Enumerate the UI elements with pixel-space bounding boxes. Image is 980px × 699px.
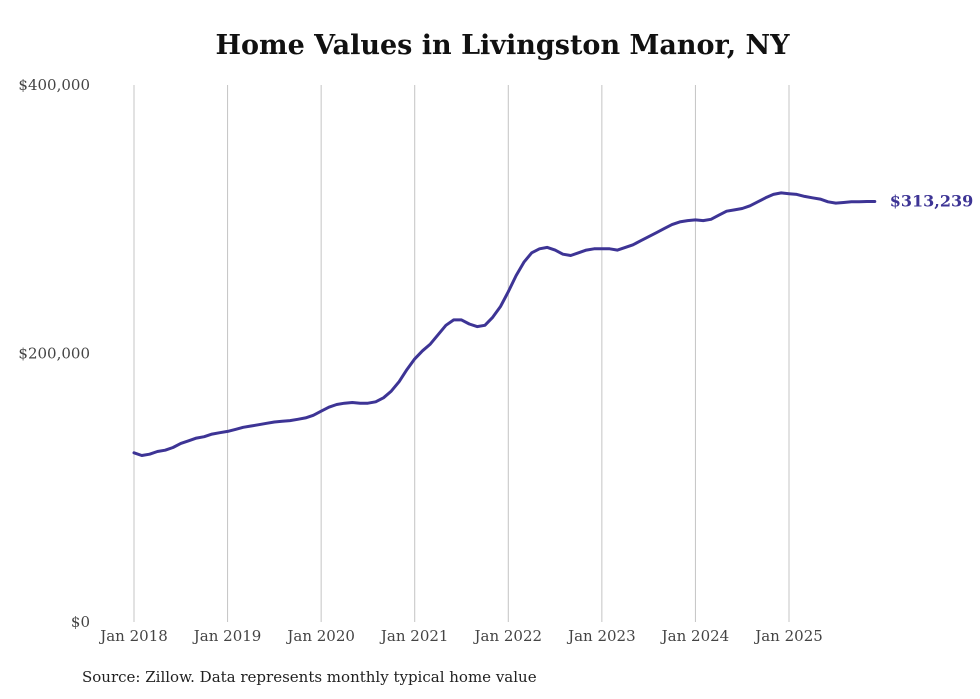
end-value-label: $313,239: [890, 191, 974, 210]
chart-title: Home Values in Livingston Manor, NY: [215, 30, 790, 61]
series-line: [132, 191, 877, 457]
y-tick-label: $0: [71, 613, 90, 631]
y-tick-label: $400,000: [18, 76, 90, 94]
x-tick-label: Jan 2023: [566, 627, 636, 645]
x-tick-label: Jan 2021: [379, 627, 449, 645]
x-tick-label: Jan 2022: [473, 627, 543, 645]
x-tick-label: Jan 2020: [285, 627, 355, 645]
source-note: Source: Zillow. Data represents monthly …: [82, 668, 537, 686]
x-tick-label: Jan 2018: [98, 627, 168, 645]
x-tick-label: Jan 2019: [192, 627, 262, 645]
y-tick-label: $200,000: [18, 345, 90, 363]
x-tick-label: Jan 2024: [660, 627, 730, 645]
x-tick-label: Jan 2025: [753, 627, 823, 645]
